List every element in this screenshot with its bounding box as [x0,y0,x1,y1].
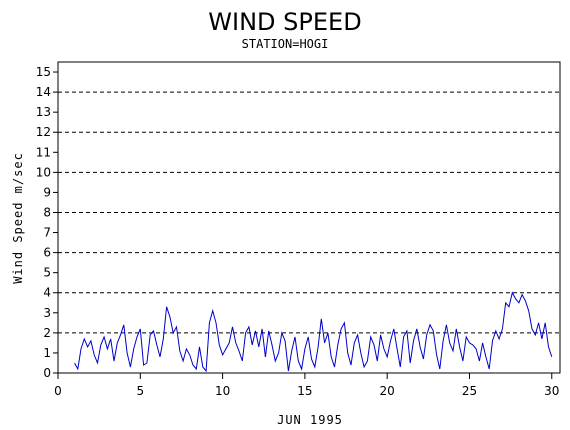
y-tick-label: 5 [43,266,51,280]
y-tick-label: 13 [36,105,51,119]
y-tick-label: 10 [36,165,51,179]
x-tick-label: 30 [544,384,559,398]
x-axis-label: JUN 1995 [277,413,343,427]
y-tick-label: 4 [43,286,51,300]
y-axis-label: Wind Speed m/sec [11,152,25,284]
x-tick-label: 10 [215,384,230,398]
plot-frame [57,61,561,374]
x-tick-label: 0 [54,384,62,398]
x-tick-label: 25 [462,384,477,398]
y-tick-label: 2 [43,326,51,340]
y-tick-label: 15 [36,65,51,79]
grid-lines [58,91,560,334]
y-tick-label: 6 [43,246,51,260]
y-tick-label: 11 [36,145,51,159]
series-layer [74,291,553,373]
y-tick-label: 3 [43,306,51,320]
y-tick-label: 8 [43,205,51,219]
y-tick-label: 14 [36,85,51,99]
y-tick-label: 1 [43,346,51,360]
y-tick-label: 7 [43,226,51,240]
series-line-0 [74,291,553,373]
x-axis: 0 5 10 15 20 25 30 [54,373,559,398]
chart-subtitle: STATION=HOGI [242,37,329,51]
x-tick-label: 5 [136,384,144,398]
x-tick-label: 15 [297,384,312,398]
x-tick-label: 20 [380,384,395,398]
y-tick-label: 9 [43,185,51,199]
y-tick-label: 0 [43,366,51,380]
chart-title: WIND SPEED [208,8,361,36]
y-tick-label: 12 [36,125,51,139]
